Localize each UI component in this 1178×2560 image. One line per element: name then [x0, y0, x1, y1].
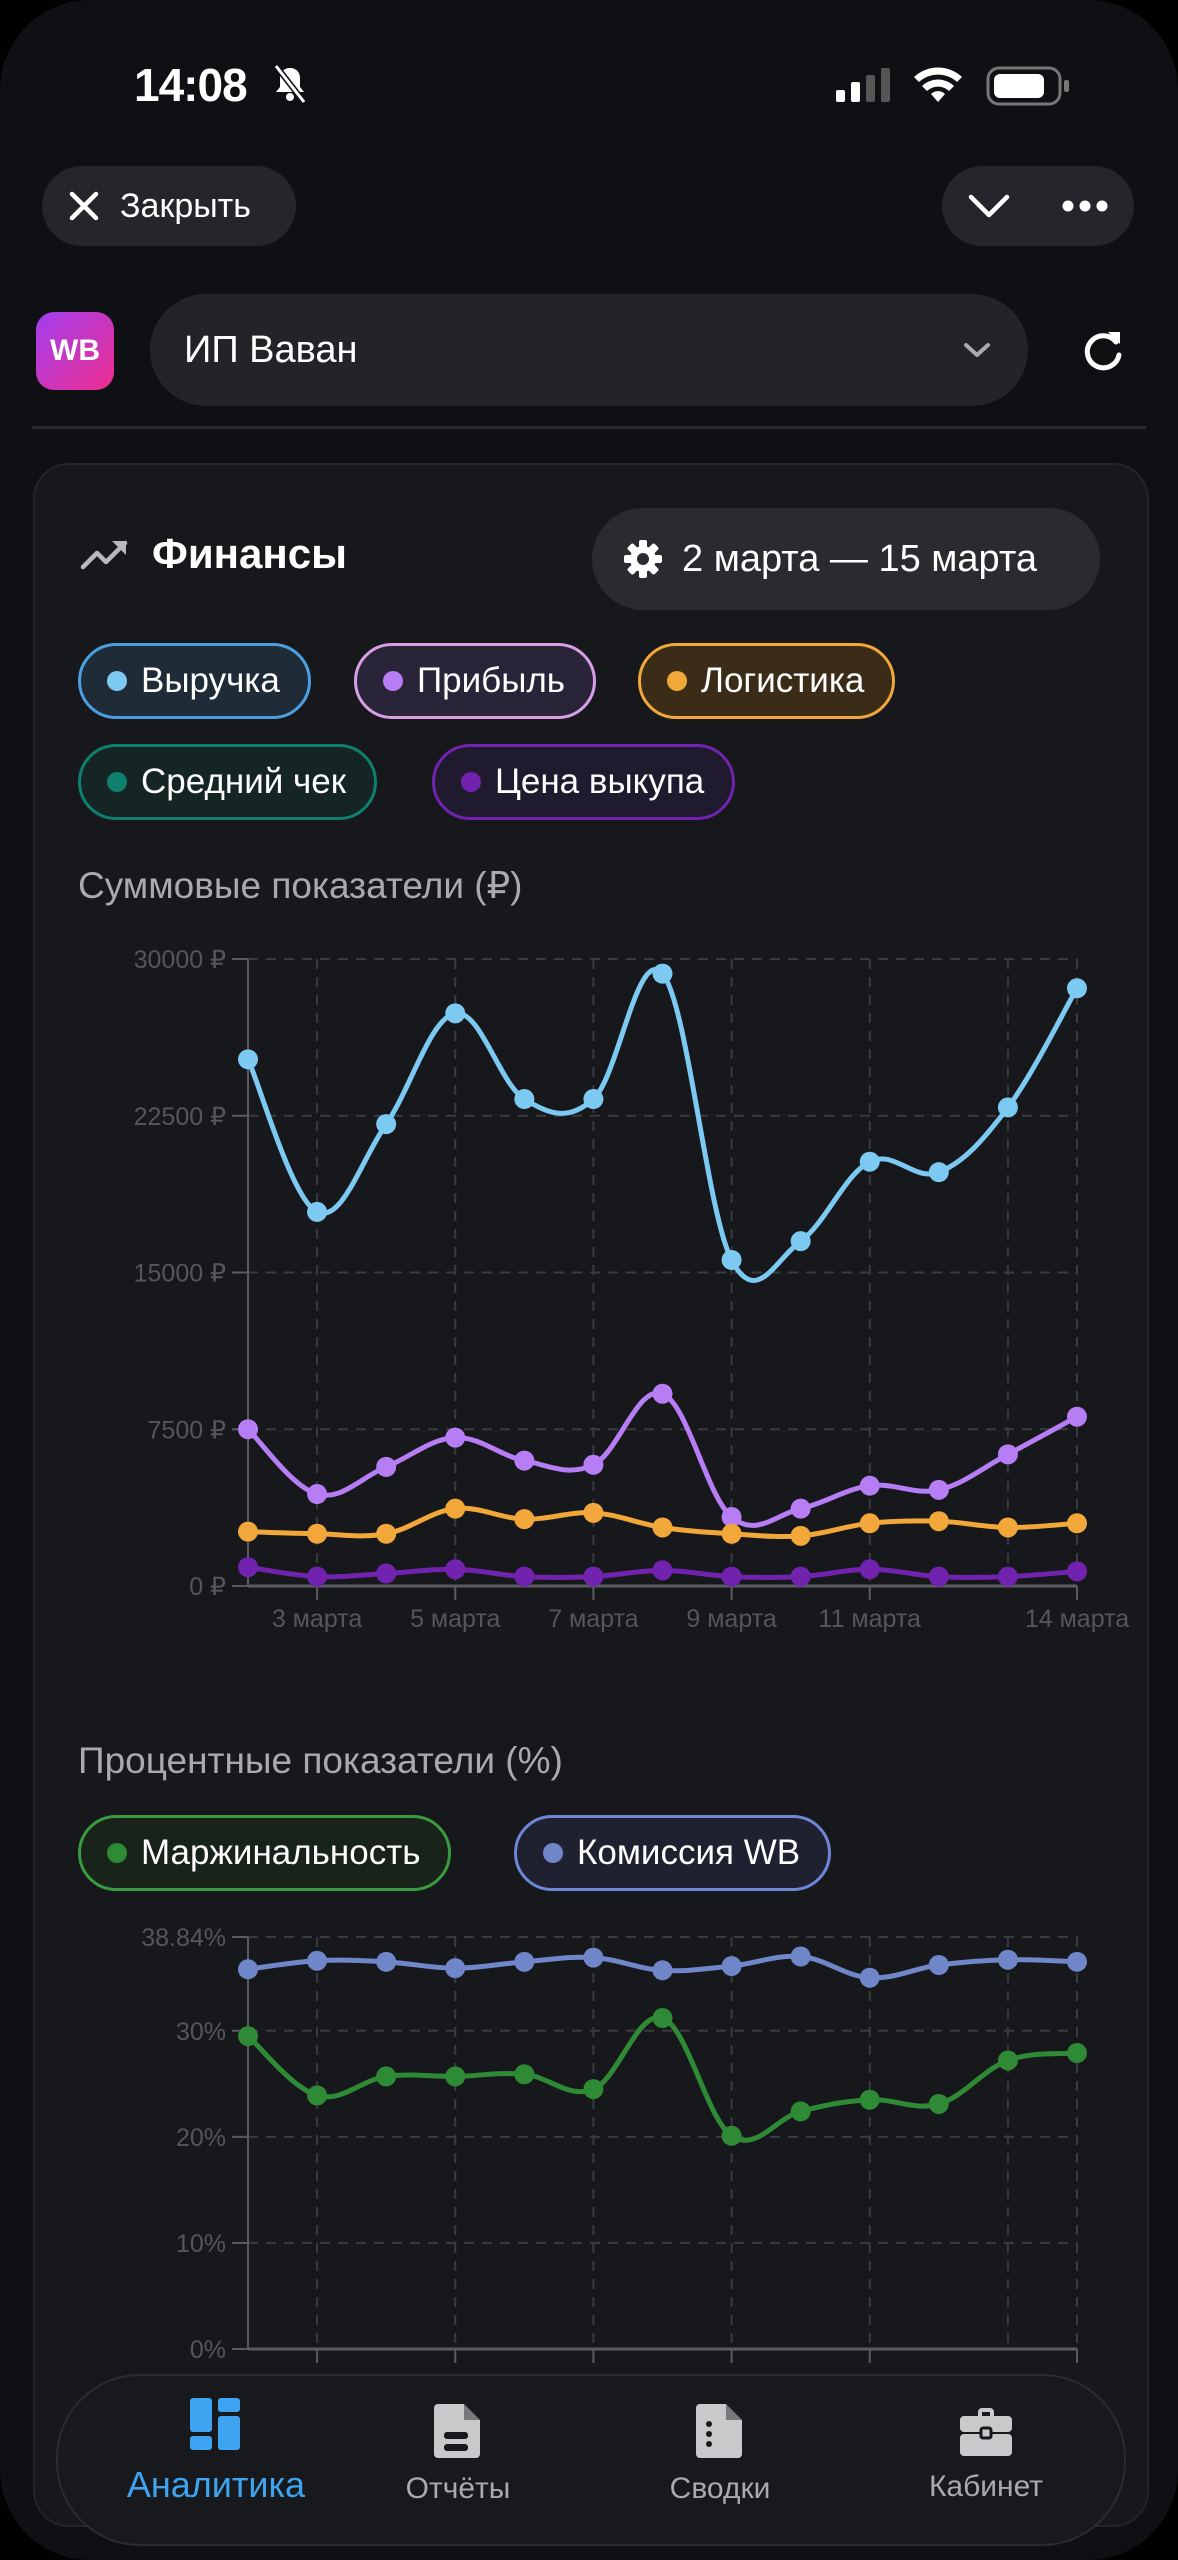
legend-dot-icon — [107, 1843, 127, 1863]
chevron-down-icon — [964, 343, 990, 357]
date-range-label: 2 марта — 15 марта — [682, 537, 1037, 580]
legend-dot-icon — [107, 772, 127, 792]
date-range-button[interactable]: 2 марта — 15 марта — [592, 508, 1100, 610]
svg-text:0%: 0% — [190, 2336, 226, 2364]
bottom-nav: Аналитика Отчёты Сводки Кабинет — [56, 2374, 1126, 2546]
shop-name: ИП Ваван — [184, 328, 358, 371]
wifi-icon — [914, 67, 962, 102]
svg-text:10%: 10% — [176, 2230, 226, 2258]
status-time: 14:08 — [134, 59, 248, 111]
shop-selector[interactable]: ИП Ваван — [150, 294, 1028, 406]
sum-section-title: Суммовые показатели (₽) — [78, 865, 523, 906]
chevron-down-icon[interactable] — [967, 191, 1011, 221]
nav-item-cabinet[interactable]: Кабинет — [876, 2402, 1096, 2504]
nav-label: Кабинет — [928, 2470, 1044, 2503]
legend-dot-icon — [383, 671, 403, 691]
legend-chip-1[interactable]: Прибыль — [354, 643, 597, 719]
svg-text:0 ₽: 0 ₽ — [189, 1573, 226, 1601]
nav-label: Отчёты — [405, 2472, 511, 2505]
legend-chip-1[interactable]: Комиссия WB — [514, 1815, 832, 1891]
dashboard-icon — [190, 2398, 240, 2450]
document-icon — [434, 2404, 480, 2458]
finance-title: Финансы — [152, 530, 347, 577]
nav-item-reports[interactable]: Отчёты — [348, 2402, 568, 2506]
close-icon — [69, 191, 99, 221]
sum-chart: 0 ₽ 7500 ₽ 15000 ₽ 22500 ₽ 30000 ₽ 3 марта 5 м… — [134, 946, 1130, 1633]
legend-chip-4[interactable]: Цена выкупа — [432, 744, 736, 820]
legend-label: Цена выкупа — [495, 762, 705, 801]
cellular-signal-icon — [836, 68, 890, 102]
menu-pill — [942, 166, 1134, 246]
pct-section-title: Процентные показатели (%) — [78, 1740, 563, 1781]
briefcase-icon — [960, 2408, 1012, 2456]
battery-icon — [986, 66, 1069, 106]
nav-item-summaries[interactable]: Сводки — [610, 2402, 830, 2506]
legend-label: Маржинальность — [141, 1833, 421, 1872]
legend-dot-icon — [461, 772, 481, 792]
finance-header: Финансы — [80, 530, 347, 578]
trending-up-icon — [80, 540, 128, 570]
wb-logo: WB — [36, 312, 114, 390]
svg-text:9 марта: 9 марта — [686, 1605, 776, 1633]
divider — [32, 426, 1146, 429]
svg-text:5 марта: 5 марта — [410, 1605, 500, 1633]
svg-text:7500 ₽: 7500 ₽ — [148, 1416, 227, 1444]
legend-dot-icon — [107, 671, 127, 691]
svg-text:30%: 30% — [176, 2018, 226, 2046]
legend-chip-2[interactable]: Логистика — [638, 643, 896, 719]
nav-item-analytics[interactable]: Аналитика — [106, 2396, 326, 2506]
legend-dot-icon — [543, 1843, 563, 1863]
svg-text:7 марта: 7 марта — [548, 1605, 638, 1633]
legend-label: Прибыль — [417, 661, 566, 700]
refresh-icon[interactable] — [1078, 326, 1128, 376]
svg-text:38.84%: 38.84% — [141, 1924, 226, 1952]
close-label: Закрыть — [120, 186, 251, 225]
gear-icon — [624, 540, 662, 578]
status-bar: 14:08 — [0, 58, 1178, 114]
legend-label: Средний чек — [141, 762, 347, 801]
svg-text:14 марта: 14 марта — [1025, 1605, 1129, 1633]
close-button[interactable]: Закрыть — [42, 166, 296, 246]
legend-chip-3[interactable]: Средний чек — [78, 744, 378, 820]
svg-text:22500 ₽: 22500 ₽ — [134, 1103, 226, 1131]
more-horizontal-icon[interactable] — [1061, 199, 1109, 213]
svg-text:30000 ₽: 30000 ₽ — [134, 946, 226, 974]
legend-label: Комиссия WB — [577, 1833, 801, 1872]
legend-chip-0[interactable]: Выручка — [78, 643, 311, 719]
nav-label: Аналитика — [126, 2464, 306, 2505]
svg-text:3 марта: 3 марта — [272, 1605, 362, 1633]
legend-dot-icon — [667, 671, 687, 691]
legend-label: Выручка — [141, 661, 280, 700]
legend-label: Логистика — [701, 661, 865, 700]
legend-chip-0[interactable]: Маржинальность — [78, 1815, 452, 1891]
svg-text:15000 ₽: 15000 ₽ — [134, 1260, 226, 1288]
svg-text:11 марта: 11 марта — [819, 1605, 922, 1633]
nav-label: Сводки — [669, 2472, 771, 2505]
bell-slash-icon — [273, 64, 307, 104]
svg-text:20%: 20% — [176, 2124, 226, 2152]
pct-chart: 0% 10% 20% 30% 38.84% — [141, 1924, 1087, 2364]
summary-file-icon — [696, 2404, 742, 2458]
